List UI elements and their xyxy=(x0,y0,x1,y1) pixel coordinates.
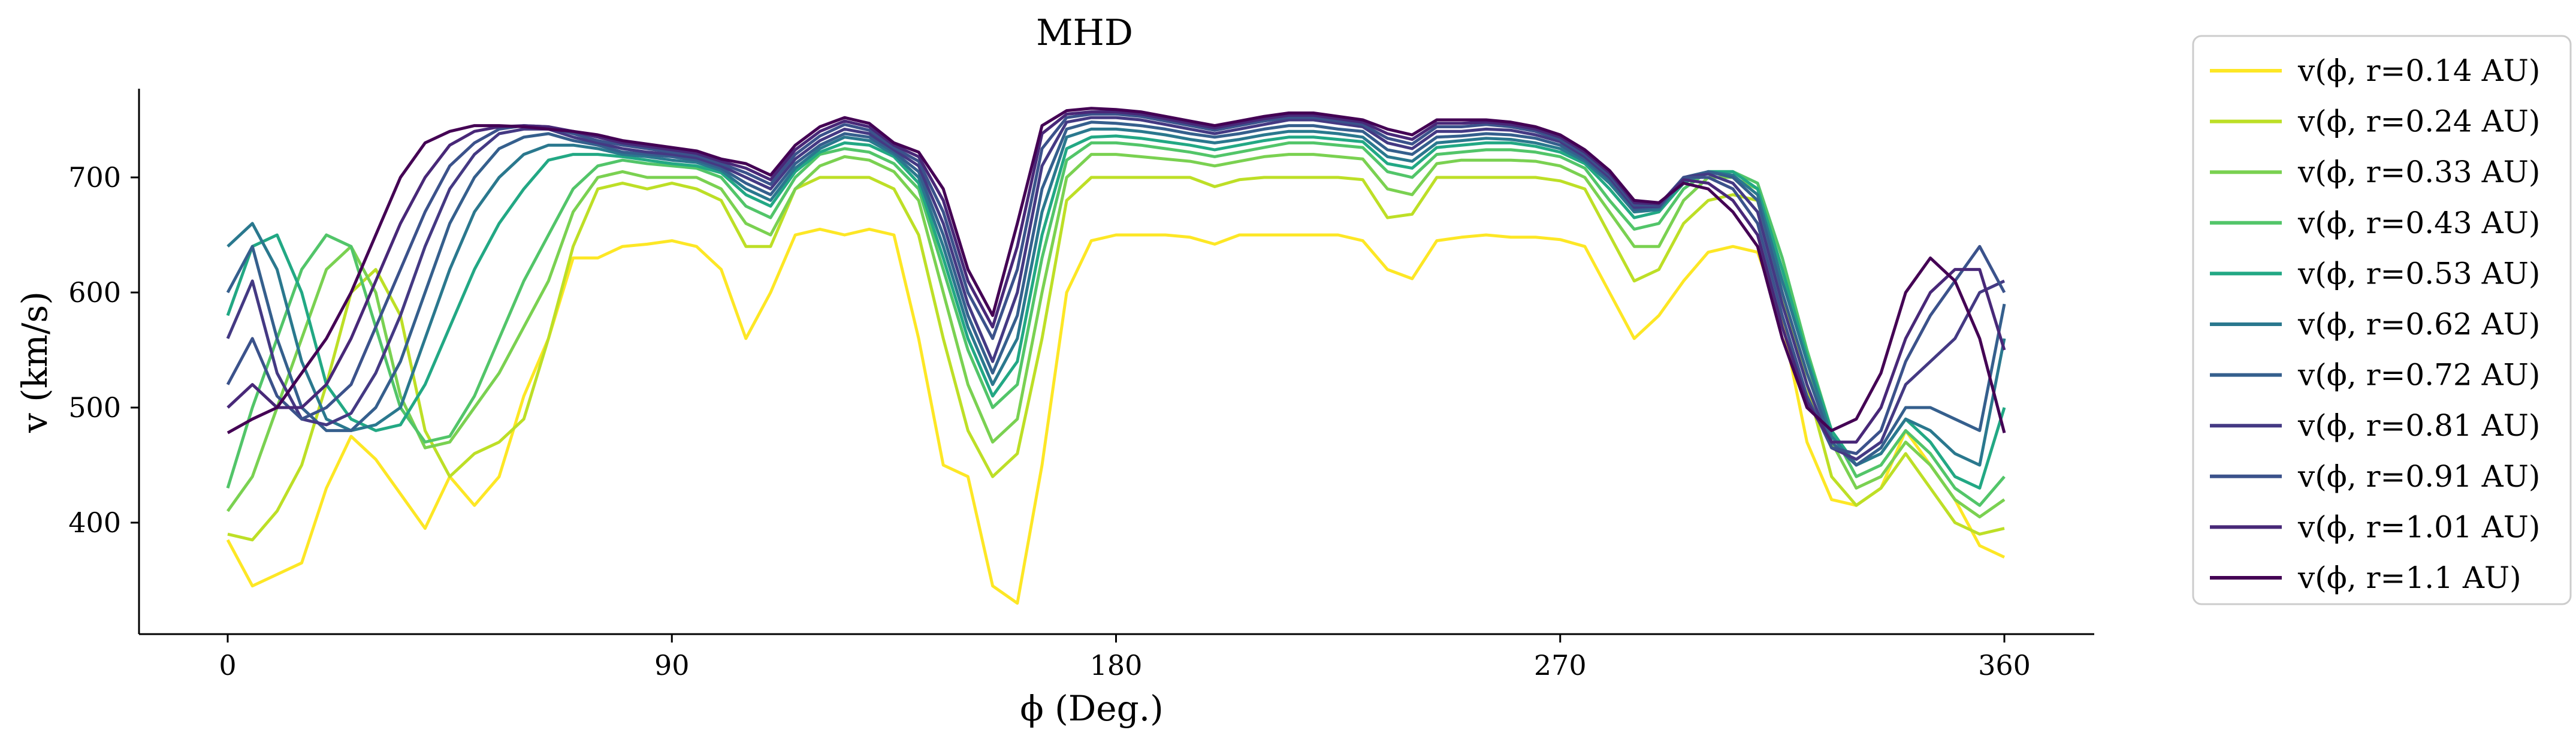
legend-label-6: v(ϕ, r=0.72 AU) xyxy=(2297,358,2540,393)
x-ticks: 0 90 180 270 360 xyxy=(219,634,2031,681)
series-line-8 xyxy=(226,112,2006,456)
x-tick-label-0: 0 xyxy=(219,649,236,681)
y-axis-title: v (km/s) xyxy=(14,291,55,433)
y-ticks: 400 500 600 700 xyxy=(68,161,139,539)
y-tick-label-3: 700 xyxy=(68,161,121,194)
x-axis-title: ϕ (Deg.) xyxy=(1020,688,1164,729)
series-line-9 xyxy=(227,110,2006,444)
legend-label-7: v(ϕ, r=0.81 AU) xyxy=(2297,408,2540,443)
series-line-0 xyxy=(226,227,2006,605)
series-lines xyxy=(226,107,2006,605)
series-line-7 xyxy=(226,116,2006,461)
y-tick-label-1: 500 xyxy=(68,391,121,424)
plot-area: 0 90 180 270 360 400 500 600 700 xyxy=(68,89,2094,681)
x-tick-label-2: 180 xyxy=(1090,649,1143,681)
x-tick-label-1: 90 xyxy=(654,649,690,681)
y-tick-label-2: 600 xyxy=(68,276,121,309)
legend-label-2: v(ϕ, r=0.33 AU) xyxy=(2297,155,2540,189)
legend-label-4: v(ϕ, r=0.53 AU) xyxy=(2297,256,2540,291)
series-line-1 xyxy=(227,176,2005,542)
legend-label-1: v(ϕ, r=0.24 AU) xyxy=(2297,104,2540,139)
series-line-10 xyxy=(227,107,2006,435)
legend-label-9: v(ϕ, r=1.01 AU) xyxy=(2297,509,2540,544)
legend-items: v(ϕ, r=0.14 AU) v(ϕ, r=0.24 AU) v(ϕ, r=0.3… xyxy=(2210,53,2540,595)
legend: v(ϕ, r=0.14 AU) v(ϕ, r=0.24 AU) v(ϕ, r=0.3… xyxy=(2192,35,2572,605)
legend-label-8: v(ϕ, r=0.91 AU) xyxy=(2297,459,2540,494)
series-line-5 xyxy=(227,127,2006,467)
x-tick-label-3: 270 xyxy=(1534,649,1587,681)
x-tick-label-4: 360 xyxy=(1978,649,2031,681)
series-line-6 xyxy=(226,120,2006,467)
legend-label-5: v(ϕ, r=0.62 AU) xyxy=(2297,307,2540,342)
y-tick-label-0: 400 xyxy=(68,506,121,539)
legend-label-3: v(ϕ, r=0.43 AU) xyxy=(2297,206,2540,240)
legend-box xyxy=(2192,35,2572,605)
legend-label-0: v(ϕ, r=0.14 AU) xyxy=(2297,53,2540,88)
chart-title: MHD xyxy=(1036,12,1133,54)
legend-label-10: v(ϕ, r=1.1 AU) xyxy=(2297,560,2521,595)
